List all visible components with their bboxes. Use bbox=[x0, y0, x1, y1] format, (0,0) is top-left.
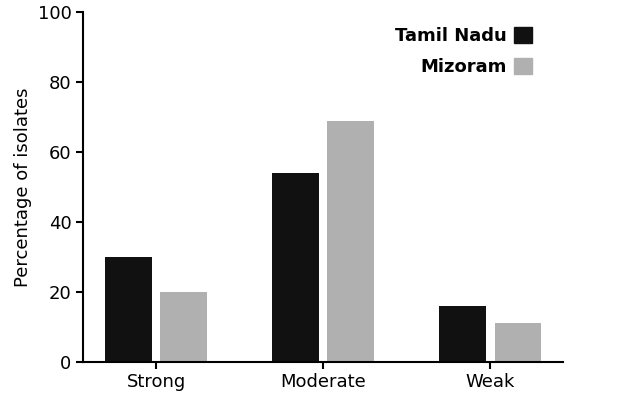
Bar bbox=[495, 323, 541, 362]
Bar bbox=[272, 173, 319, 362]
Bar bbox=[105, 257, 152, 362]
Y-axis label: Percentage of isolates: Percentage of isolates bbox=[14, 87, 32, 287]
Bar bbox=[440, 306, 486, 362]
Legend: Tamil Nadu, Mizoram: Tamil Nadu, Mizoram bbox=[390, 21, 538, 81]
Bar bbox=[160, 292, 207, 362]
Bar bbox=[328, 121, 374, 362]
